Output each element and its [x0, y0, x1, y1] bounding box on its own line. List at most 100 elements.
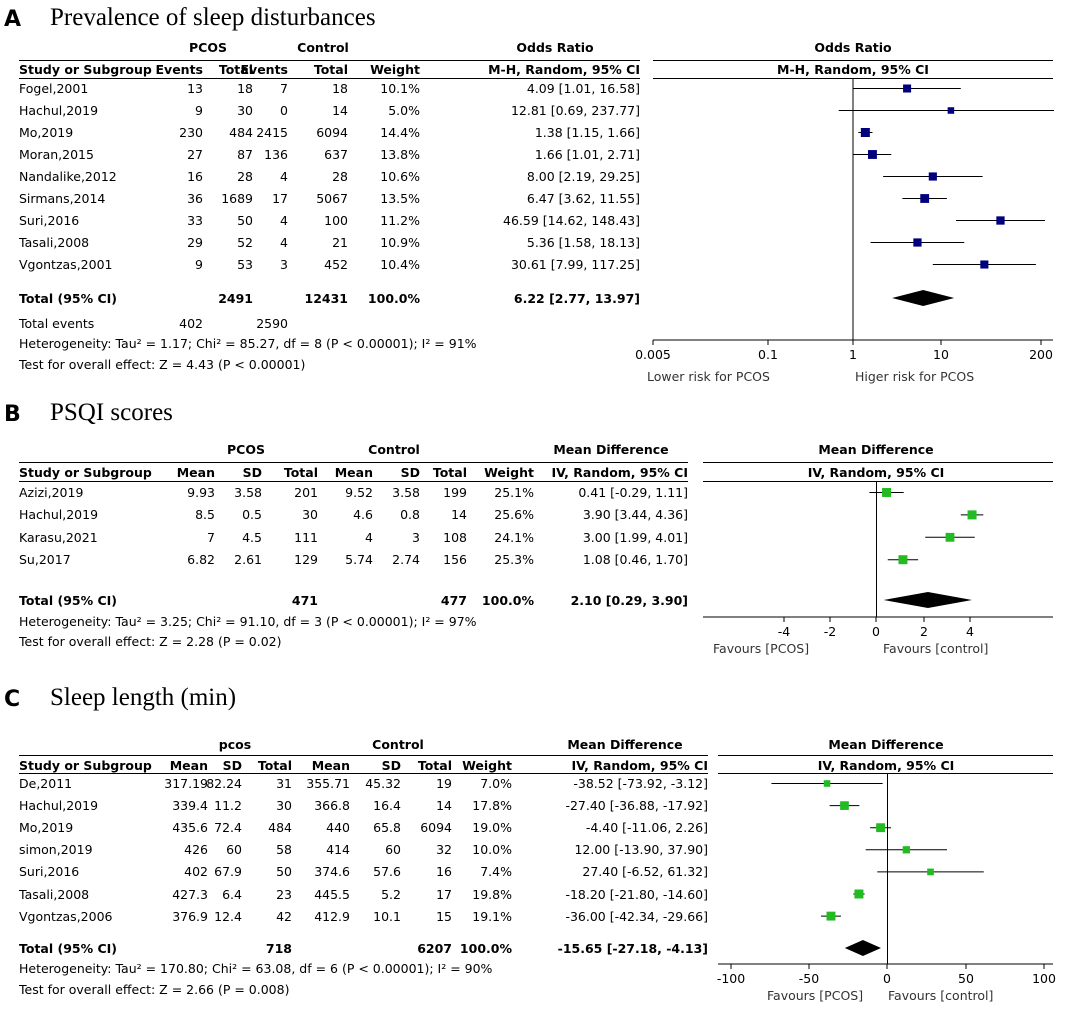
cell-n2: 16	[436, 864, 452, 880]
column-header-7: Weight	[484, 465, 534, 480]
cell-ci_text: -38.52 [-73.92, -3.12]	[573, 776, 708, 791]
study-point	[903, 84, 912, 93]
overall-effect-text: Test for overall effect: Z = 2.28 (P = 0…	[19, 634, 282, 649]
cell-c4: 452	[324, 257, 348, 272]
panel-title: Sleep length (min)	[50, 684, 237, 711]
group2-header: Control	[297, 40, 349, 55]
cell-n2: 108	[443, 529, 467, 545]
tick-label: 4	[966, 624, 974, 639]
cell-c4: 28	[332, 169, 348, 184]
total-events-label: Total events	[19, 316, 95, 331]
total-n2: 477	[440, 593, 467, 608]
cell-ci_text: 12.81 [0.69, 237.77]	[510, 103, 640, 118]
cell-c3: 17	[272, 191, 288, 206]
group2-header: Control	[368, 442, 420, 457]
column-header-1: Mean	[176, 465, 215, 480]
cell-m2: 5.74	[345, 552, 373, 568]
study-point	[980, 260, 989, 269]
pooled-diamond	[883, 592, 973, 608]
cell-s2: 60	[385, 842, 401, 858]
panel-b: B PSQI scores PCOS Control Mean Difference Me…	[0, 385, 1067, 670]
column-header-0: Study or Subgroup	[19, 62, 152, 77]
column-header-2: Total	[218, 62, 253, 77]
panel-letter: A	[4, 7, 22, 32]
plot-header-rule	[703, 462, 1053, 463]
cell-n2: 6094	[420, 820, 452, 836]
favours-left: Favours [PCOS]	[713, 641, 809, 656]
cell-c2: 1689	[221, 191, 253, 206]
tick-label: 100	[1032, 971, 1056, 986]
total-label: Total (95% CI)	[19, 593, 118, 608]
total-n2: 12431	[304, 291, 349, 306]
cell-ci_text: -36.00 [-42.34, -29.66]	[565, 908, 708, 924]
cell-c2: 53	[237, 257, 253, 272]
forest-plot: -4 -2 0 2 4 Favours [PCOS] Favours [control]	[703, 481, 1053, 656]
cell-c2: 484	[229, 125, 253, 140]
cell-weight: 7.4%	[480, 864, 512, 880]
cell-c1: 9	[195, 103, 203, 118]
cell-ci_text: 12.00 [-13.90, 37.90]	[574, 842, 708, 858]
cell-ci_text: 4.09 [1.01, 16.58]	[526, 81, 640, 96]
plot-header-rule	[653, 60, 1053, 61]
cell-weight: 19.1%	[472, 908, 512, 924]
cell-m2: 355.71	[306, 776, 350, 791]
cell-s2: 65.8	[373, 820, 401, 836]
study-point	[913, 238, 922, 247]
study-point	[860, 128, 870, 137]
cell-c4: 5067	[316, 191, 348, 206]
column-header-0: Study or Subgroup	[19, 465, 152, 480]
cell-m2: 4	[365, 529, 373, 545]
column-header-4: Mean	[311, 758, 350, 773]
heterogeneity-text: Heterogeneity: Tau² = 170.80; Chi² = 63.…	[19, 961, 493, 976]
panel-title: PSQI scores	[50, 399, 173, 426]
heterogeneity-text: Heterogeneity: Tau² = 3.25; Chi² = 91.10…	[19, 614, 477, 629]
cell-ci_text: 3.00 [1.99, 4.01]	[582, 529, 688, 545]
panel-c: C Sleep length (min) pcos Control Mean Diffe…	[0, 670, 1067, 1012]
cell-c2: 87	[237, 147, 253, 162]
total-n1: 471	[291, 593, 318, 608]
panel-letter: B	[4, 402, 21, 427]
heterogeneity-text: Heterogeneity: Tau² = 1.17; Chi² = 85.27…	[19, 336, 477, 351]
group2-header: Control	[372, 737, 424, 752]
cell-n2: 19	[436, 776, 452, 791]
tick-label: -50	[799, 971, 819, 986]
cell-n1: 111	[294, 529, 318, 545]
cell-c1: 16	[187, 169, 203, 184]
favours-left: Lower risk for PCOS	[647, 369, 770, 384]
header-rule	[19, 755, 708, 756]
cell-n2: 15	[436, 908, 452, 924]
cell-c3: 0	[280, 103, 288, 118]
cell-m1: 426	[184, 842, 208, 858]
cell-m1: 339.4	[172, 798, 208, 814]
column-header-6: Total	[432, 465, 467, 480]
group1-header: pcos	[218, 737, 252, 752]
forest-plot: 0.005 0.1 1 10 200 Lower risk for PCOS Higer r…	[635, 78, 1054, 384]
cell-s2: 10.1	[373, 908, 401, 924]
column-header-2: SD	[222, 758, 242, 773]
cell-weight: 10.6%	[380, 169, 420, 184]
cell-m1: 317.19	[164, 776, 208, 791]
cell-weight: 25.6%	[494, 507, 534, 523]
total-events-1: 402	[179, 316, 203, 331]
column-header-5: SD	[400, 465, 420, 480]
cell-s1: 12.4	[214, 908, 242, 924]
cell-c2: 50	[237, 213, 253, 228]
cell-m2: 9.52	[345, 485, 373, 500]
header-rule	[19, 773, 708, 774]
cell-n1: 129	[294, 552, 318, 568]
cell-name: Nandalike,2012	[19, 169, 117, 184]
tick-label: 10	[933, 347, 949, 362]
total-weight: 100.0%	[459, 941, 512, 956]
cell-n1: 484	[268, 820, 292, 836]
cell-c3: 2415	[256, 125, 288, 140]
total-ci: -15.65 [-27.18, -4.13]	[557, 941, 708, 956]
cell-n2: 14	[451, 507, 467, 523]
cell-m2: 414	[326, 842, 350, 858]
tick-label: 0	[883, 971, 891, 986]
column-header-8: IV, Random, 95% CI	[551, 465, 688, 480]
cell-s1: 67.9	[214, 864, 242, 880]
pooled-diamond	[892, 290, 955, 306]
cell-s1: 6.4	[222, 886, 242, 902]
cell-weight: 25.3%	[494, 552, 534, 568]
cell-ci_text: 0.41 [-0.29, 1.11]	[578, 485, 688, 500]
